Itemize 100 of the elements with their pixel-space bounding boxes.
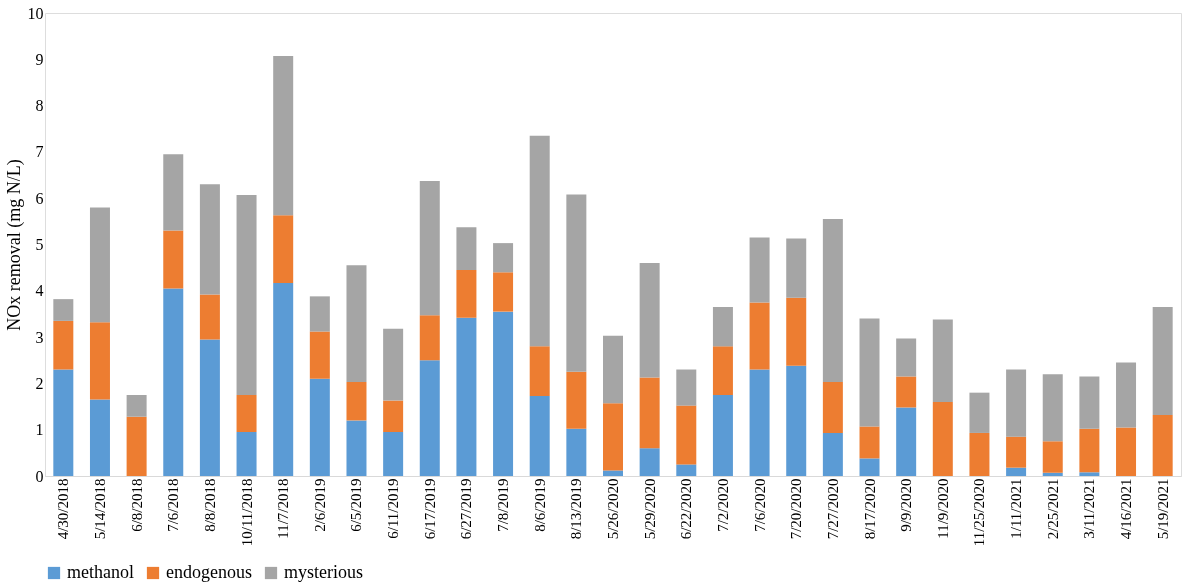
bar	[199, 184, 220, 295]
y-tick-label: 2	[35, 374, 44, 392]
x-tick-label: 6/27/2019	[458, 478, 475, 540]
bar	[786, 365, 807, 476]
x-tick-label: 6/8/2018	[128, 478, 145, 532]
bar	[346, 265, 367, 383]
y-tick-label: 10	[27, 4, 44, 22]
x-tick-label: 10/11/2018	[238, 478, 255, 547]
x-tick-label: 7/8/2019	[495, 478, 512, 532]
bar	[712, 346, 733, 395]
bar	[603, 470, 623, 476]
bar	[89, 399, 110, 476]
bar	[859, 318, 880, 427]
bar	[529, 395, 550, 476]
bar	[603, 335, 623, 404]
bar	[456, 317, 477, 476]
legend-label: mysterious	[284, 562, 363, 582]
bar	[566, 371, 587, 429]
bar	[236, 432, 257, 476]
bar	[822, 382, 843, 433]
x-tick-label: 6/11/2019	[385, 478, 402, 539]
bar	[1079, 472, 1100, 476]
bar	[53, 369, 74, 476]
bar	[163, 230, 184, 289]
bar	[529, 135, 550, 347]
bar	[493, 243, 514, 273]
bar	[1006, 467, 1027, 476]
bar	[712, 394, 733, 476]
x-tick-label: 1/11/2021	[1008, 478, 1025, 539]
bar	[236, 394, 257, 433]
bar	[53, 320, 74, 370]
x-tick-label: 6/22/2020	[678, 478, 695, 540]
x-tick-label: 5/14/2018	[91, 478, 108, 540]
bar	[273, 215, 294, 283]
bar	[566, 428, 587, 476]
bar	[1079, 428, 1100, 473]
bar	[309, 378, 330, 476]
x-tick-label: 6/17/2019	[421, 478, 438, 540]
bar	[786, 238, 807, 298]
bar	[822, 219, 843, 383]
y-tick-label: 6	[35, 189, 44, 207]
bar	[1042, 472, 1063, 476]
bar	[163, 288, 184, 476]
bar	[493, 311, 514, 476]
x-tick-label: 9/9/2020	[898, 478, 915, 532]
bar	[273, 56, 294, 216]
bar	[603, 403, 623, 471]
bar	[309, 296, 330, 332]
bar	[1042, 374, 1063, 442]
x-tick-label: 2/25/2021	[1044, 478, 1061, 540]
bar	[383, 328, 404, 401]
y-tick-label: 0	[35, 467, 44, 485]
x-tick-label: 8/6/2019	[531, 478, 548, 532]
bar	[969, 392, 990, 433]
x-tick-label: 4/30/2018	[55, 478, 72, 540]
bar	[969, 432, 990, 476]
bar	[822, 432, 843, 476]
bar	[163, 154, 184, 231]
bar	[1006, 369, 1027, 437]
bar	[1116, 362, 1137, 428]
bar	[676, 464, 697, 476]
bar	[419, 181, 440, 316]
bar	[1006, 436, 1027, 468]
y-tick-label: 8	[35, 97, 44, 115]
bar	[896, 376, 917, 408]
bar	[346, 420, 367, 476]
bar	[126, 394, 147, 417]
x-tick-label: 3/11/2021	[1081, 478, 1098, 539]
bar	[383, 400, 404, 433]
bar	[89, 322, 110, 400]
bar	[1042, 441, 1063, 473]
x-tick-label: 8/13/2019	[568, 478, 585, 540]
x-tick-label: 7/2/2020	[714, 478, 731, 532]
bar	[749, 237, 770, 303]
bar	[419, 360, 440, 476]
bar	[1152, 414, 1173, 476]
x-tick-label: 4/16/2021	[1118, 478, 1135, 540]
x-tick-label: 5/19/2021	[1154, 478, 1171, 540]
bar	[896, 407, 917, 476]
bar	[199, 294, 220, 340]
bar	[749, 369, 770, 476]
bar	[749, 302, 770, 370]
bar	[639, 448, 660, 476]
bar	[896, 338, 917, 377]
bar	[932, 401, 953, 476]
x-tick-label: 7/27/2020	[824, 478, 841, 540]
x-tick-label: 11/7/2018	[275, 478, 292, 539]
x-tick-label: 2/6/2019	[311, 478, 328, 532]
bar	[676, 369, 697, 406]
bar	[1079, 376, 1100, 429]
bar	[89, 207, 110, 323]
bar	[932, 319, 953, 402]
bar	[126, 416, 147, 476]
x-tick-label: 7/6/2020	[751, 478, 768, 532]
bar	[1116, 427, 1137, 476]
bar	[199, 339, 220, 476]
y-tick-label: 7	[35, 143, 44, 161]
x-tick-label: 5/29/2020	[641, 478, 658, 540]
bar	[273, 282, 294, 476]
x-tick-label: 5/26/2020	[605, 478, 621, 540]
